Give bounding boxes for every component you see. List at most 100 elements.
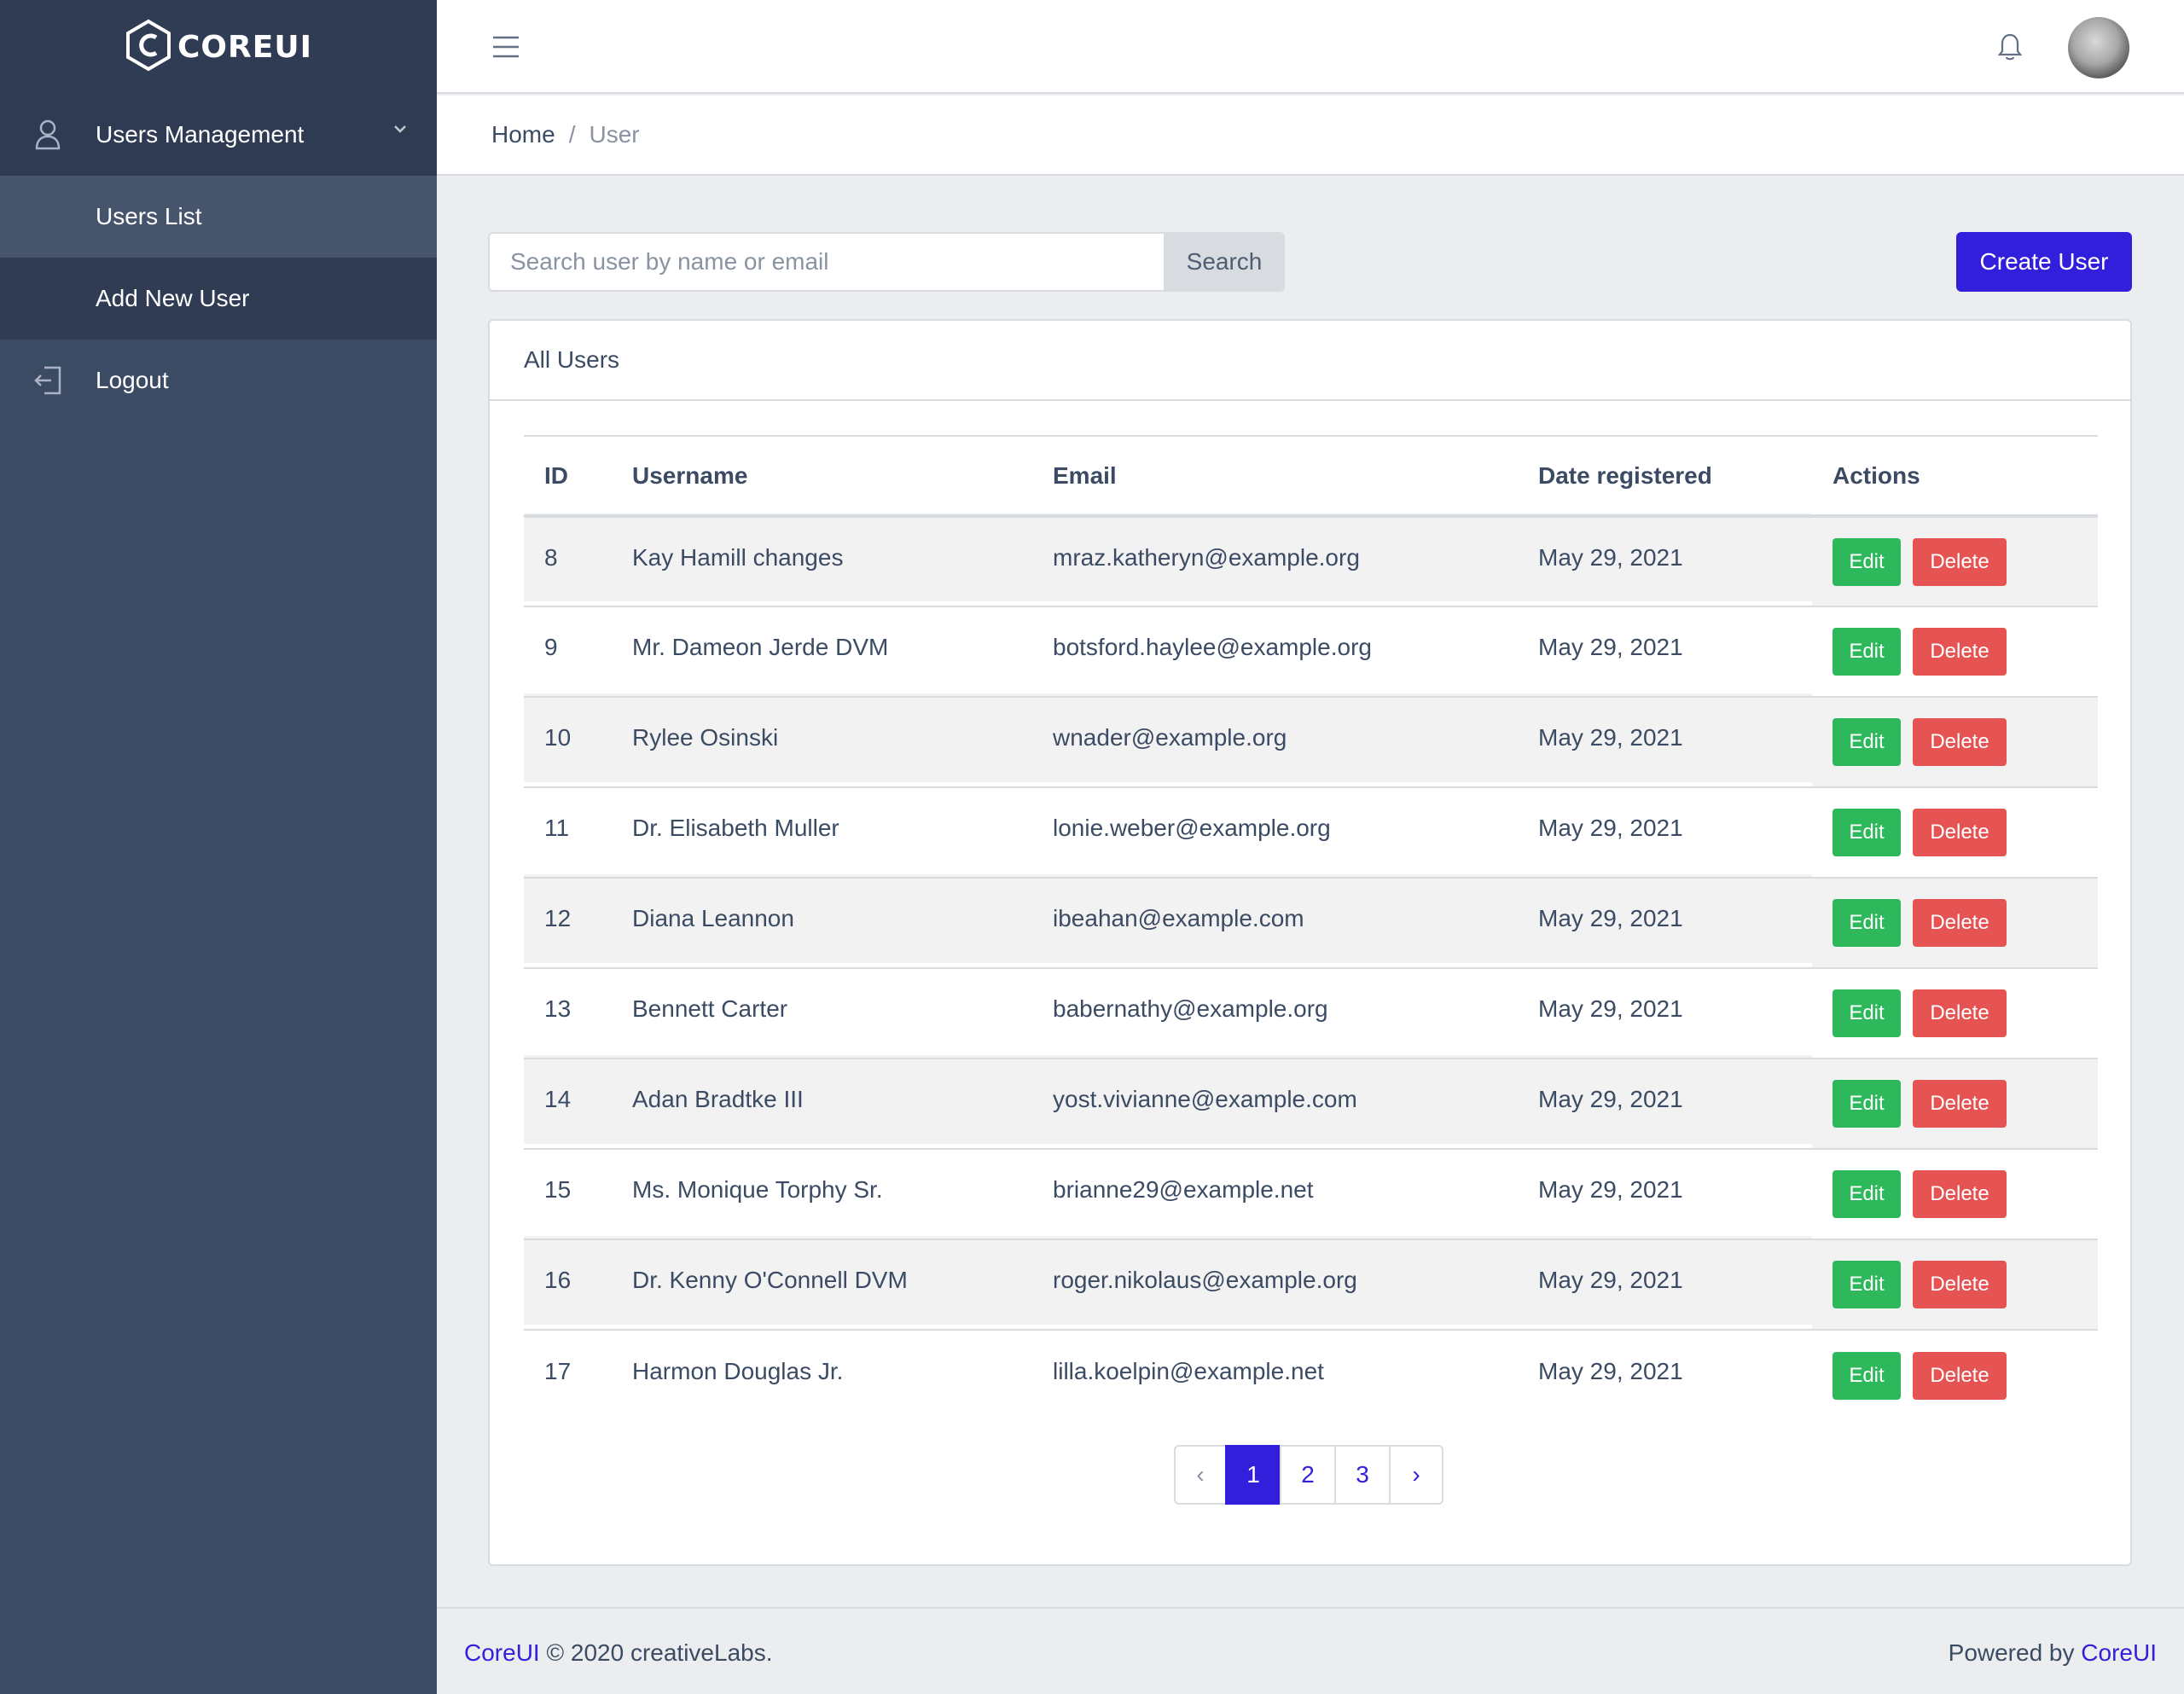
- cell-email: lonie.weber@example.org: [1053, 815, 1331, 841]
- header-date-registered: Date registered: [1538, 461, 1712, 489]
- cell-date-registered: May 29, 2021: [1538, 1086, 1683, 1112]
- cell-actions: Edit Delete: [1812, 1059, 2098, 1149]
- cell-id: 14: [544, 1086, 572, 1112]
- create-user-button[interactable]: Create User: [1956, 232, 2132, 292]
- cell-date-registered: May 29, 2021: [1538, 1176, 1683, 1203]
- cell-email: lilla.koelpin@example.net: [1053, 1357, 1324, 1384]
- pagination-prev[interactable]: ‹: [1174, 1445, 1227, 1505]
- breadcrumb: Home / User: [437, 96, 2184, 176]
- cell-email: yost.vivianne@example.com: [1053, 1086, 1357, 1112]
- search-input[interactable]: [488, 232, 1164, 292]
- edit-button[interactable]: Edit: [1833, 1351, 1901, 1400]
- cell-actions: Edit Delete: [1812, 1330, 2098, 1420]
- cell-actions: Edit Delete: [1812, 787, 2098, 878]
- cell-email: brianne29@example.net: [1053, 1176, 1314, 1203]
- cell-email: roger.nikolaus@example.org: [1053, 1267, 1357, 1293]
- cell-date-registered: May 29, 2021: [1538, 634, 1683, 660]
- table-row: 11 Dr. Elisabeth Muller lonie.weber@exampl…: [524, 787, 2098, 878]
- edit-button[interactable]: Edit: [1833, 537, 1901, 586]
- cell-email: mraz.katheryn@example.org: [1053, 543, 1360, 571]
- edit-button[interactable]: Edit: [1833, 1170, 1901, 1218]
- edit-button[interactable]: Edit: [1833, 1080, 1901, 1128]
- table-row: 13 Bennett Carter babernathy@example.org Ma…: [524, 968, 2098, 1059]
- cell-id: 12: [544, 905, 572, 931]
- breadcrumb-home[interactable]: Home: [491, 121, 555, 148]
- delete-button[interactable]: Delete: [1913, 989, 2007, 1037]
- footer-powered-link[interactable]: CoreUI: [2081, 1639, 2157, 1666]
- sidebar: COREUI Users Management Users List Add N…: [0, 0, 437, 1694]
- table-row: 8 Kay Hamill changes mraz.katheryn@example…: [524, 516, 2098, 606]
- edit-button[interactable]: Edit: [1833, 899, 1901, 947]
- users-table-wrapper: ID Username Email Date registered Action…: [524, 435, 2098, 1420]
- card-title: All Users: [490, 321, 2130, 401]
- cell-email: wnader@example.org: [1053, 724, 1287, 751]
- edit-button[interactable]: Edit: [1833, 809, 1901, 856]
- cell-username: Dr. Elisabeth Muller: [632, 815, 839, 841]
- table-row: 15 Ms. Monique Torphy Sr. brianne29@exampl…: [524, 1149, 2098, 1239]
- hamburger-menu-icon[interactable]: [491, 34, 520, 64]
- pagination: ‹ 1 2 3 ›: [1174, 1445, 1443, 1505]
- cell-actions: Edit Delete: [1812, 1239, 2098, 1330]
- delete-button[interactable]: Delete: [1913, 1351, 2007, 1400]
- delete-button[interactable]: Delete: [1913, 899, 2007, 947]
- search-button[interactable]: Search: [1164, 232, 1285, 292]
- edit-button[interactable]: Edit: [1833, 718, 1901, 766]
- cell-id: 9: [544, 634, 558, 660]
- cell-username: Mr. Dameon Jerde DVM: [632, 634, 889, 660]
- table-row: 10 Rylee Osinski wnader@example.org May 29,…: [524, 697, 2098, 787]
- nav-group-users-management[interactable]: Users Management: [0, 94, 437, 176]
- users-table: ID Username Email Date registered Action…: [524, 435, 2098, 1420]
- cell-username: Ms. Monique Torphy Sr.: [632, 1176, 883, 1203]
- cell-username: Dr. Kenny O'Connell DVM: [632, 1267, 908, 1293]
- breadcrumb-current: User: [589, 121, 640, 148]
- footer-powered-by: Powered by: [1948, 1639, 2075, 1666]
- cell-date-registered: May 29, 2021: [1538, 815, 1683, 841]
- brand[interactable]: COREUI: [0, 0, 437, 94]
- cell-email: ibeahan@example.com: [1053, 905, 1304, 931]
- delete-button[interactable]: Delete: [1913, 718, 2007, 766]
- cell-date-registered: May 29, 2021: [1538, 995, 1683, 1022]
- table-row: 14 Adan Bradtke III yost.vivianne@example.…: [524, 1059, 2098, 1149]
- cell-id: 8: [544, 543, 558, 571]
- cell-actions: Edit Delete: [1812, 878, 2098, 968]
- pagination-page-2[interactable]: 2: [1280, 1445, 1336, 1505]
- users-card: All Users ID Username Email Date registe…: [488, 319, 2132, 1566]
- sidebar-item-users-list[interactable]: Users List: [0, 176, 437, 258]
- delete-button[interactable]: Delete: [1913, 1170, 2007, 1218]
- header-email: Email: [1053, 461, 1117, 489]
- cell-username: Kay Hamill changes: [632, 543, 844, 571]
- pagination-page-3[interactable]: 3: [1334, 1445, 1391, 1505]
- table-header-row: ID Username Email Date registered Action…: [524, 436, 2098, 516]
- search-group: Search: [488, 232, 1285, 292]
- cell-id: 11: [544, 815, 570, 841]
- sidebar-item-label: Add New User: [96, 285, 250, 311]
- pagination-page-1[interactable]: 1: [1225, 1445, 1281, 1505]
- table-row: 9 Mr. Dameon Jerde DVM botsford.haylee@exa…: [524, 606, 2098, 697]
- cell-date-registered: May 29, 2021: [1538, 1357, 1683, 1384]
- header-actions: Actions: [1833, 461, 1920, 489]
- sidebar-item-logout[interactable]: Logout: [0, 339, 437, 421]
- cell-actions: Edit Delete: [1812, 606, 2098, 697]
- delete-button[interactable]: Delete: [1913, 628, 2007, 676]
- cell-id: 13: [544, 995, 572, 1022]
- pagination-next[interactable]: ›: [1389, 1445, 1443, 1505]
- sidebar-item-label: Logout: [96, 367, 169, 393]
- edit-button[interactable]: Edit: [1833, 989, 1901, 1037]
- bell-icon[interactable]: [1997, 32, 2023, 66]
- delete-button[interactable]: Delete: [1913, 1080, 2007, 1128]
- footer-copyright: © 2020 creativeLabs.: [546, 1639, 773, 1666]
- avatar[interactable]: [2068, 17, 2129, 78]
- cell-id: 17: [544, 1357, 572, 1384]
- delete-button[interactable]: Delete: [1913, 809, 2007, 856]
- delete-button[interactable]: Delete: [1913, 1261, 2007, 1308]
- footer-coreui-link[interactable]: CoreUI: [464, 1639, 540, 1666]
- coreui-hex-logo-icon: [125, 19, 172, 76]
- delete-button[interactable]: Delete: [1913, 537, 2007, 586]
- breadcrumb-separator: /: [568, 121, 576, 148]
- edit-button[interactable]: Edit: [1833, 1261, 1901, 1308]
- edit-button[interactable]: Edit: [1833, 628, 1901, 676]
- sidebar-item-add-new-user[interactable]: Add New User: [0, 258, 437, 339]
- cell-date-registered: May 29, 2021: [1538, 724, 1683, 751]
- top-header: [437, 0, 2184, 94]
- cell-actions: Edit Delete: [1812, 697, 2098, 787]
